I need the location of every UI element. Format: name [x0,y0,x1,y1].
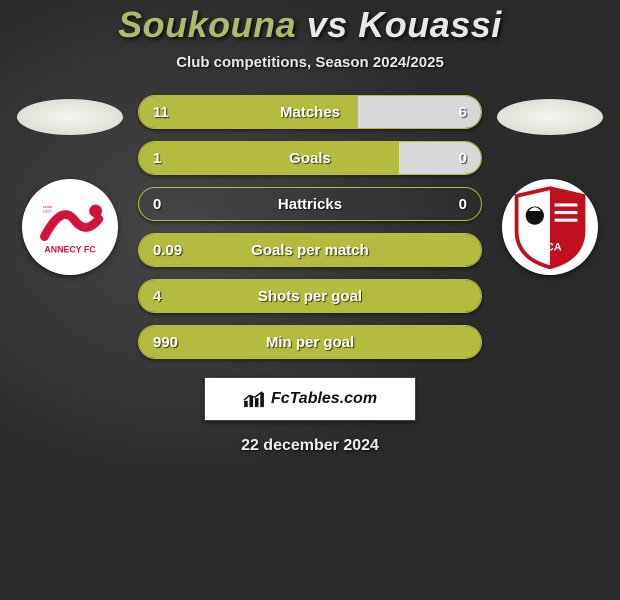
stat-label: Hattricks [139,188,481,220]
stat-label: Goals per match [139,234,481,266]
stat-row: 11Matches6 [138,95,482,129]
comparison-card: Soukouna vs Kouassi Club competitions, S… [0,0,620,580]
stat-value-right: 0 [459,188,467,220]
player1-name: Soukouna [118,4,296,45]
player2-name: Kouassi [358,4,502,45]
player1-crest: ANNECY FC since 1927 [22,179,118,275]
annecy-crest-icon: ANNECY FC since 1927 [30,187,110,267]
subtitle: Club competitions, Season 2024/2025 [176,54,444,71]
ajaccio-crest-icon: ACA [512,184,588,270]
stat-row: 990Min per goal [138,325,482,359]
brand-text: FcTables.com [271,390,377,408]
svg-text:ACA: ACA [538,242,561,254]
stat-value-right: 6 [459,96,467,128]
svg-text:ANNECY FC: ANNECY FC [44,245,96,255]
stat-row: 0Hattricks0 [138,187,482,221]
player2-crest: ACA [502,179,598,275]
stat-row: 4Shots per goal [138,279,482,313]
stat-value-right: 0 [459,142,467,174]
stat-label: Shots per goal [139,280,481,312]
player1-face-placeholder [17,99,123,135]
svg-text:1927: 1927 [43,209,53,214]
stat-label: Goals [139,142,481,174]
right-side: ACA [490,95,610,275]
stat-label: Matches [139,96,481,128]
stat-row: 0.09Goals per match [138,233,482,267]
left-side: ANNECY FC since 1927 [10,95,130,275]
stat-label: Min per goal [139,326,481,358]
stat-row: 1Goals0 [138,141,482,175]
vs-text: vs [307,4,348,45]
stat-bars: 11Matches61Goals00Hattricks00.09Goals pe… [138,95,482,359]
page-title: Soukouna vs Kouassi [118,4,502,46]
fctables-logo-icon [243,390,265,408]
main-row: ANNECY FC since 1927 11Matches61Goals00H… [0,95,620,359]
brand-box: FcTables.com [204,377,416,421]
date-text: 22 december 2024 [241,437,379,455]
player2-face-placeholder [497,99,603,135]
